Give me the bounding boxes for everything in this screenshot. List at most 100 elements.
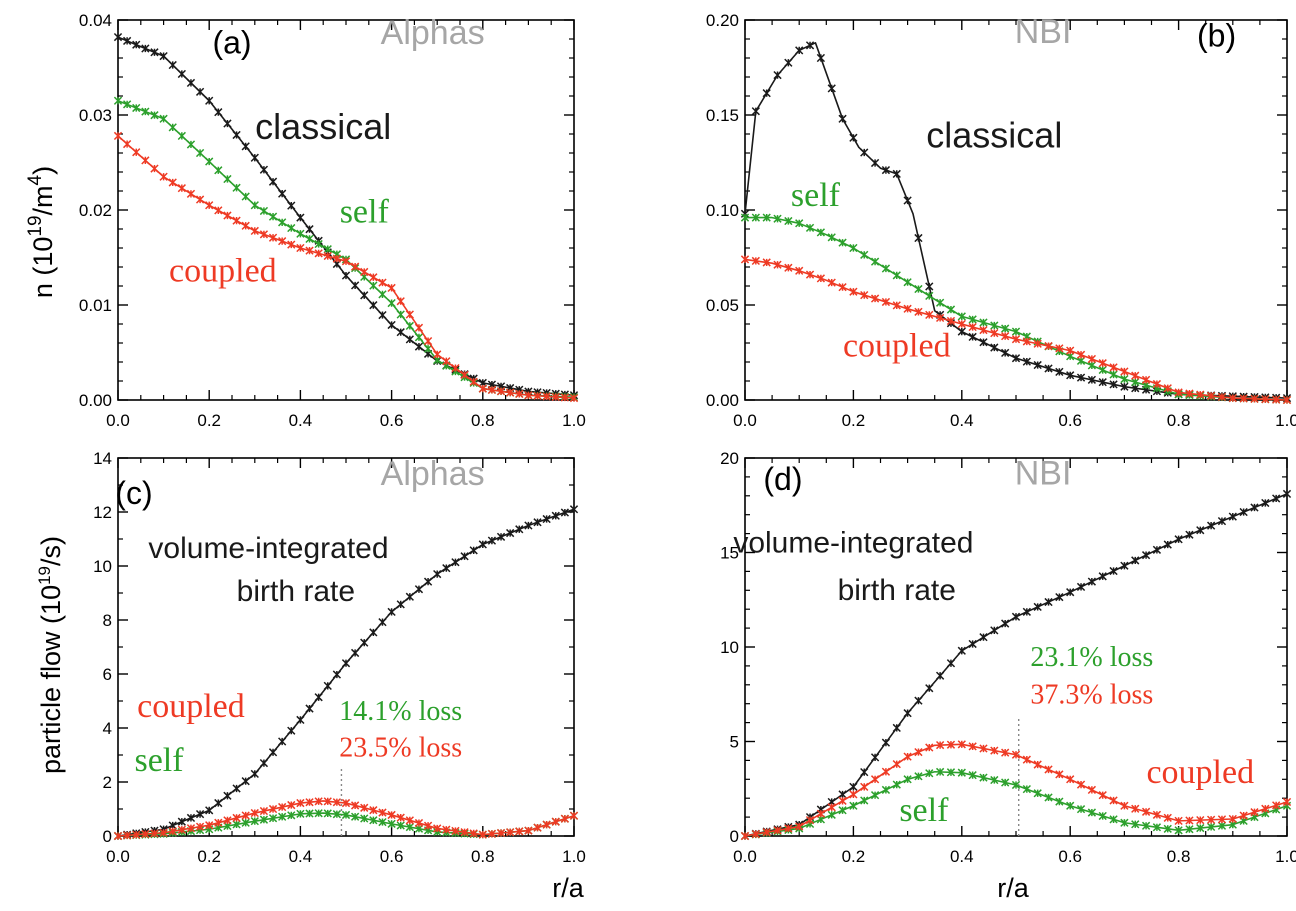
series-marker: [1033, 339, 1042, 348]
series-marker: [205, 806, 214, 815]
series-marker: [990, 746, 999, 755]
series-marker: [740, 255, 750, 264]
ylabel-top-part-4: ): [28, 166, 58, 175]
series-marker: [186, 189, 196, 198]
series-marker: [795, 822, 804, 831]
series-marker: [496, 387, 506, 396]
series-marker: [1033, 760, 1042, 769]
series-marker: [1152, 823, 1162, 832]
series-marker: [296, 798, 305, 808]
series-marker: [205, 157, 214, 166]
series-marker: [870, 791, 880, 800]
plot-frame: [117, 457, 575, 837]
series-marker: [881, 297, 891, 307]
series-marker: [569, 505, 579, 514]
series-marker: [396, 328, 405, 337]
x-tick-label: 0.8: [471, 411, 495, 430]
series-marker: [1185, 825, 1194, 834]
series-marker: [892, 271, 901, 280]
series-marker: [360, 267, 369, 277]
series-marker: [250, 769, 259, 779]
series-marker: [369, 816, 378, 825]
annotation-label: self: [791, 177, 841, 214]
series-marker: [1066, 775, 1075, 784]
series-marker: [1076, 582, 1086, 592]
series-marker: [914, 772, 923, 781]
x-tick-label: 0.2: [842, 411, 866, 430]
series-marker: [423, 577, 433, 586]
series-marker: [849, 790, 858, 799]
series-marker: [186, 813, 196, 823]
series-marker: [1076, 780, 1086, 789]
series-marker: [892, 301, 901, 310]
series-marker: [968, 322, 977, 332]
series-marker: [515, 827, 524, 836]
series-line: [745, 216, 1288, 401]
series-marker: [816, 53, 826, 63]
ylabel-bottom-part-2: /s): [36, 536, 66, 566]
series-marker: [1196, 526, 1205, 535]
series-marker: [1001, 332, 1010, 341]
series-marker: [305, 798, 314, 807]
y-tick-label: 10: [720, 638, 739, 657]
panel-b: 0.0 0.2 0.4 0.6 0.8 1.0 0.00 0.05 0.10 0.15 0.20 NB…: [706, 11, 1296, 430]
series-marker: [1044, 765, 1053, 774]
series-marker: [935, 313, 945, 323]
series-marker: [259, 165, 269, 174]
series-marker: [892, 780, 901, 789]
series-marker: [241, 192, 250, 201]
series-marker: [1055, 797, 1064, 806]
series-marker: [1217, 516, 1227, 526]
series-marker: [232, 183, 241, 192]
series-marker: [569, 393, 579, 403]
series-marker: [795, 266, 804, 275]
series-marker: [360, 638, 369, 647]
series-marker: [881, 165, 891, 175]
series-marker: [979, 325, 988, 335]
y-tick-label: 0.00: [706, 391, 739, 410]
series-marker: [387, 298, 396, 308]
series-marker: [205, 96, 214, 105]
series-marker: [460, 370, 469, 380]
series-marker: [369, 301, 378, 310]
series-marker: [195, 148, 205, 158]
series-marker: [1206, 391, 1216, 400]
series-marker: [405, 822, 414, 832]
series-marker: [740, 831, 750, 841]
series-marker: [838, 283, 847, 292]
series-marker: [968, 639, 977, 649]
annotation-label: Alphas: [381, 455, 485, 493]
series-marker: [405, 321, 414, 331]
annotation-label: birth rate: [838, 574, 956, 607]
series-marker: [1087, 808, 1097, 817]
series-marker: [177, 184, 186, 193]
panel-d: 0.0 0.2 0.4 0.6 0.8 1.0 0 5 10 15 20 (d) NBI volume-i…: [720, 449, 1296, 866]
series-marker: [268, 814, 278, 823]
x-tick-label: 0.6: [1058, 411, 1082, 430]
series-marker: [360, 803, 369, 812]
series-marker: [1044, 793, 1053, 802]
series-marker: [259, 206, 269, 216]
series-marker: [860, 796, 869, 805]
series-marker: [1185, 816, 1194, 825]
series-marker: [341, 659, 351, 668]
series-marker: [968, 742, 977, 751]
series-marker: [506, 528, 515, 538]
series-marker: [892, 723, 901, 733]
series-marker: [250, 226, 259, 236]
series-marker: [314, 797, 323, 806]
series-marker: [1011, 780, 1021, 790]
series-marker: [214, 166, 223, 175]
x-tick-label: 0.2: [197, 411, 221, 430]
series-marker: [849, 782, 858, 791]
series-marker: [1022, 755, 1031, 764]
series-marker: [214, 108, 223, 117]
series-marker: [223, 174, 232, 184]
series-marker: [1239, 811, 1248, 820]
series-marker: [232, 216, 241, 225]
x-tick-label: 0.2: [842, 847, 866, 866]
series-marker: [1217, 392, 1227, 402]
series-marker: [1272, 395, 1281, 404]
annotation-label: (c): [115, 475, 152, 511]
series-marker: [533, 391, 542, 400]
